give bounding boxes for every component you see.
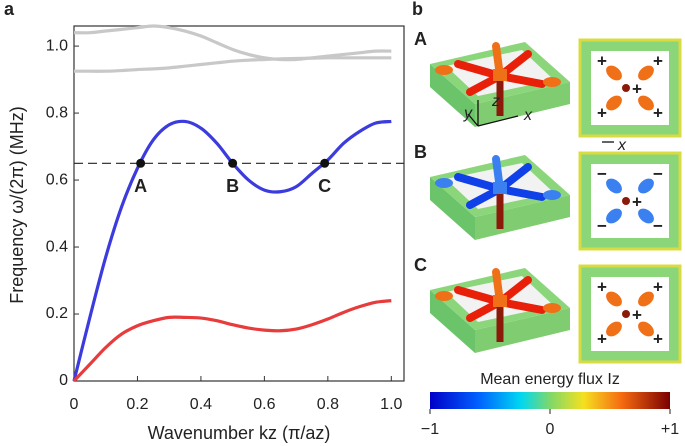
sign: +: [597, 103, 607, 122]
center-dot: [622, 197, 630, 205]
lobe: [606, 208, 622, 224]
sign: +: [632, 192, 642, 211]
hub: [493, 295, 507, 307]
sign: +: [653, 51, 663, 70]
hub: [493, 182, 507, 194]
y-tick-label: 0.8: [46, 104, 68, 121]
lobe: [638, 65, 654, 81]
band-line: [73, 24, 392, 62]
lobe: [638, 178, 654, 194]
y-axis-title: Frequency ω/(2π) (MHz): [7, 106, 27, 304]
point-marker: [320, 158, 330, 168]
lobe: [606, 95, 622, 111]
lobe: [638, 95, 654, 111]
axis-letter: y: [463, 105, 473, 122]
x-tick-label: 1.0: [380, 396, 402, 413]
lobe: [606, 65, 622, 81]
hub: [493, 69, 507, 81]
axis-letter: x: [617, 137, 627, 154]
lobe: [543, 77, 561, 87]
lobe: [606, 321, 622, 337]
sign: −: [597, 164, 607, 183]
point-marker: [228, 158, 238, 168]
lobe: [543, 190, 561, 200]
lobe: [638, 208, 654, 224]
sign: −: [653, 216, 663, 235]
panel-label: a: [4, 0, 15, 19]
sign: −: [597, 216, 607, 235]
point-label: A: [134, 176, 147, 196]
lobe: [606, 178, 622, 194]
x-tick-label: 0.2: [126, 396, 148, 413]
center-dot: [622, 310, 630, 318]
plot-frame: [73, 25, 405, 382]
lobe: [606, 291, 622, 307]
box-side: [430, 64, 475, 127]
sign: +: [597, 329, 607, 348]
sign: +: [597, 277, 607, 296]
point-label: B: [226, 176, 239, 196]
colorbar-title: Mean energy flux Iz: [480, 371, 620, 388]
point-marker: [136, 158, 146, 168]
lobe: [435, 291, 453, 301]
sign: +: [653, 103, 663, 122]
lobe: [543, 303, 561, 313]
y-tick-label: 1.0: [46, 37, 68, 54]
box-side: [430, 290, 475, 353]
y-tick-label: 0: [59, 372, 68, 389]
row-label: B: [414, 142, 427, 162]
x-axis-title: Wavenumber kz (π/az): [148, 423, 331, 443]
y-tick-label: 0.4: [46, 238, 68, 255]
colorbar-tick-label: 0: [546, 421, 555, 438]
sign: +: [653, 277, 663, 296]
axis-letter: z: [491, 93, 500, 110]
row-label: A: [414, 29, 427, 49]
sign: +: [632, 79, 642, 98]
y-tick-label: 0.2: [46, 305, 68, 322]
y-tick-label: 0.6: [46, 171, 68, 188]
colorbar: [430, 392, 670, 409]
axis-letter: x: [523, 107, 533, 124]
box-side: [430, 177, 475, 240]
point-label: C: [318, 176, 331, 196]
colorbar-tick-label: −1: [421, 421, 439, 438]
panel-label: b: [412, 0, 423, 19]
sign: +: [653, 329, 663, 348]
x-tick-label: 0.8: [317, 396, 339, 413]
row-label: C: [414, 255, 427, 275]
lobe: [435, 65, 453, 75]
x-tick-label: 0.6: [253, 396, 275, 413]
sign: +: [632, 305, 642, 324]
lobe: [638, 321, 654, 337]
band-line: [72, 299, 392, 383]
center-dot: [622, 84, 630, 92]
colorbar-tick-label: +1: [661, 421, 679, 438]
lobe: [435, 178, 453, 188]
triad: [467, 100, 519, 127]
x-tick-label: 0: [70, 396, 79, 413]
band-line: [73, 56, 392, 73]
sign: −: [653, 164, 663, 183]
lobe: [638, 291, 654, 307]
sign: +: [597, 51, 607, 70]
x-tick-label: 0.4: [190, 396, 212, 413]
